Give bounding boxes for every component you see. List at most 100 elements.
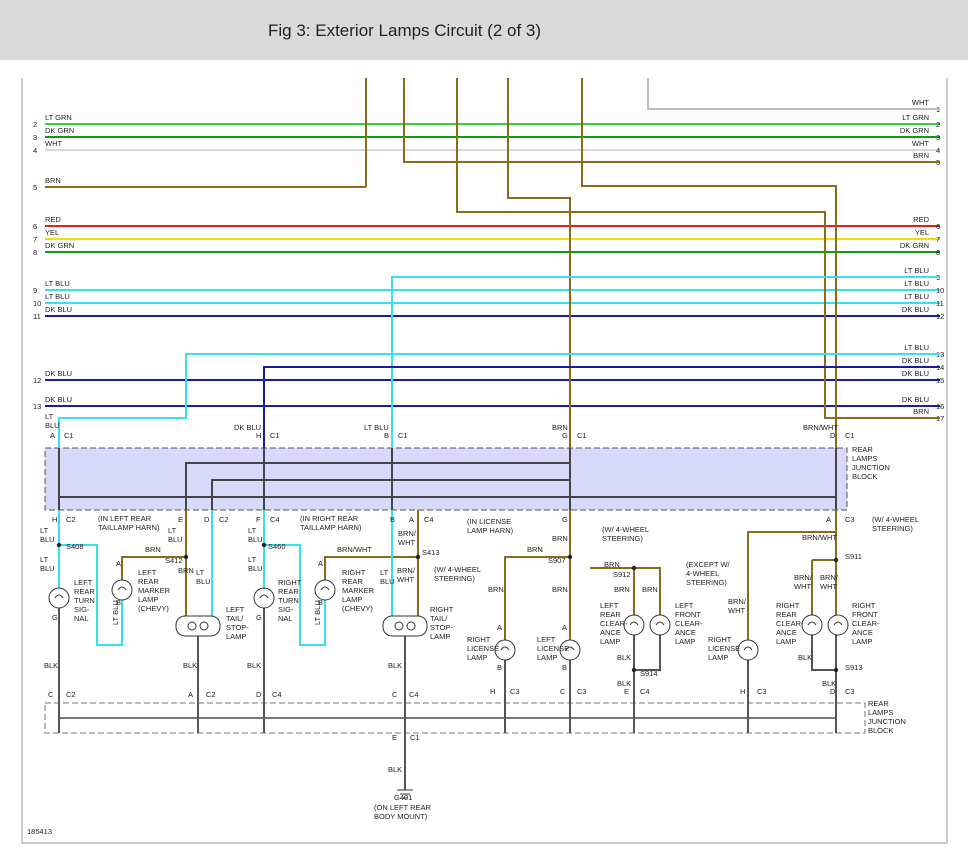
label: LT	[45, 412, 54, 421]
label: BRN	[488, 585, 504, 594]
label: CLEAR-	[675, 619, 703, 628]
wire-pin: 12	[33, 376, 41, 385]
label: STOP-	[430, 623, 453, 632]
label: C4	[270, 515, 280, 524]
lamp-filament	[259, 594, 269, 599]
label: LAMP HARN)	[467, 526, 514, 535]
label: BRN/	[820, 573, 839, 582]
label: ANCE	[776, 628, 797, 637]
label: ANCE	[675, 628, 696, 637]
wire-label: WHT	[45, 139, 62, 148]
label: BLK	[617, 679, 631, 688]
lamp-filament	[394, 621, 404, 631]
label: REAR	[342, 577, 363, 586]
lamp-filament	[199, 621, 209, 631]
label: S913	[845, 663, 863, 672]
label: E	[624, 687, 629, 696]
lamp-filament	[54, 594, 64, 599]
wire	[59, 510, 213, 646]
wire-label: BRN	[913, 407, 929, 416]
label: BRN/	[398, 529, 417, 538]
wire-label: LT BLU	[904, 266, 929, 275]
label: C4	[409, 690, 419, 699]
label: G	[256, 613, 262, 622]
wire-label: WHT	[912, 98, 929, 107]
label: BRN	[552, 585, 568, 594]
label: WHT	[398, 538, 415, 547]
label: BRN	[642, 585, 658, 594]
wire-label: DK BLU	[45, 395, 72, 404]
label: BLU	[248, 535, 263, 544]
splice	[631, 667, 637, 673]
label: BRN	[552, 423, 568, 432]
label: C1	[577, 431, 587, 440]
wire	[324, 510, 419, 616]
label: (W/ 4-WHEEL	[872, 515, 919, 524]
wire-label: LT GRN	[45, 113, 72, 122]
label: TAIL/	[430, 614, 448, 623]
label: BLOCK	[868, 726, 893, 735]
lamp-filament	[320, 586, 330, 591]
label: C1	[398, 431, 408, 440]
label: LAMPS	[868, 708, 893, 717]
label: JUNCTION	[852, 463, 890, 472]
splice	[183, 554, 189, 560]
label: LAMP	[708, 653, 728, 662]
wire-label: LT GRN	[902, 113, 929, 122]
wire	[403, 78, 940, 163]
lamp-filament	[833, 621, 843, 626]
label: S413	[422, 548, 440, 557]
label: LAMP	[467, 653, 487, 662]
label: LAMP	[776, 637, 796, 646]
label: FRONT	[675, 610, 701, 619]
label: REAR	[74, 587, 95, 596]
wire-pin: 10	[33, 299, 41, 308]
label: LEFT	[74, 578, 93, 587]
wire	[121, 510, 187, 616]
splice	[833, 667, 839, 673]
label: BLK	[617, 653, 631, 662]
lamp-filament	[117, 586, 127, 591]
figure-id: 185413	[27, 827, 52, 836]
label: LEFT	[537, 635, 556, 644]
label: RIGHT	[852, 601, 876, 610]
label: LICENSE	[467, 644, 499, 653]
label: H	[740, 687, 745, 696]
wire-label: LT BLU	[45, 279, 70, 288]
label: STEERING)	[602, 534, 643, 543]
label: WHT	[728, 606, 745, 615]
wire	[507, 78, 571, 448]
lamp	[559, 639, 581, 661]
label: RIGHT	[430, 605, 454, 614]
lamp-filament	[743, 646, 753, 651]
label: REAR	[278, 587, 299, 596]
splice	[567, 554, 573, 560]
wire-pin: 9	[33, 286, 37, 295]
wire-pin: 5	[33, 183, 37, 192]
wire-pin: 4	[33, 146, 37, 155]
label: C2	[219, 515, 229, 524]
header-title: Fig 3: Exterior Lamps Circuit (2 of 3)	[268, 21, 541, 40]
label: C	[392, 690, 398, 699]
wire-pin: 10	[936, 286, 944, 295]
lamp	[827, 614, 849, 636]
wire-pin: 8	[936, 248, 940, 257]
wire-pin: 3	[33, 133, 37, 142]
wire-label: YEL	[915, 228, 929, 237]
label: A	[318, 559, 323, 568]
wire	[185, 462, 570, 510]
label: H	[256, 431, 261, 440]
label: (IN RIGHT REAR	[300, 514, 359, 523]
lamp-filament	[406, 621, 416, 631]
label: BLU	[40, 564, 55, 573]
label: RIGHT	[467, 635, 491, 644]
header-band	[0, 0, 968, 60]
wire-label: DK BLU	[45, 305, 72, 314]
lamp-filament	[629, 621, 639, 626]
label: LT BLU	[111, 600, 120, 625]
label: WHT	[820, 582, 837, 591]
label: LAMP	[852, 637, 872, 646]
wire-pin: 7	[33, 235, 37, 244]
splice	[833, 557, 839, 563]
